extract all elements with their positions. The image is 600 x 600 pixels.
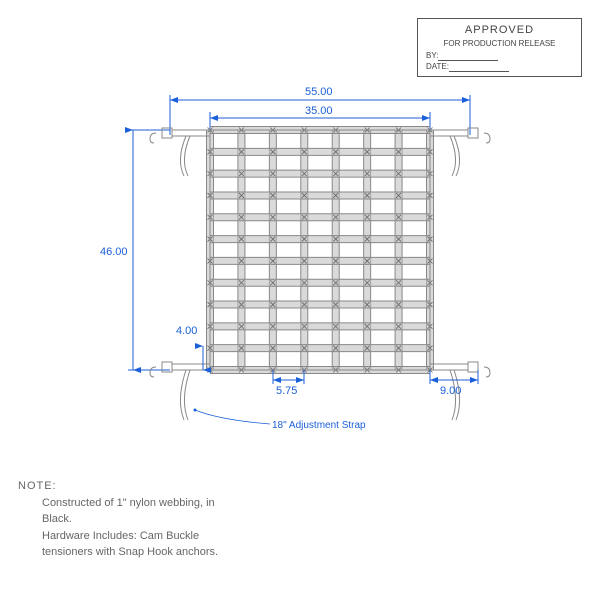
dim-height: 46.00: [100, 246, 128, 258]
dim-net-width: 35.00: [305, 105, 333, 117]
approval-by-label: BY:: [426, 51, 438, 60]
callout-dot: [194, 409, 197, 412]
dim-cell-w: 5.75: [276, 385, 297, 397]
dim-overall-width: 55.00: [305, 86, 333, 98]
technical-drawing: 55.00 35.00 46.00 4.00 5.75 9.00 18" Adj…: [100, 80, 520, 440]
dim-strap-ext: 9.00: [440, 385, 461, 397]
cargo-net-grid: [207, 127, 434, 374]
note-line: tensioners with Snap Hook anchors.: [42, 544, 218, 561]
callout-leader: [195, 410, 270, 424]
approval-stamp: APPROVED FOR PRODUCTION RELEASE BY: DATE…: [417, 18, 582, 77]
approval-date-label: DATE:: [426, 62, 449, 71]
note-line: Black.: [42, 511, 218, 528]
approval-title: APPROVED: [426, 23, 573, 38]
note-line: Constructed of 1" nylon webbing, in: [42, 495, 218, 512]
approval-date-blank: [449, 71, 509, 72]
dim-cell-h: 4.00: [176, 325, 197, 337]
note-line: Hardware Includes: Cam Buckle: [42, 528, 218, 545]
callout-adj-strap: 18" Adjustment Strap: [272, 420, 366, 431]
approval-subtitle: FOR PRODUCTION RELEASE: [426, 38, 573, 49]
drawing-svg: 55.00 35.00 46.00 4.00 5.75 9.00 18" Adj…: [100, 80, 520, 460]
note-title: NOTE:: [18, 478, 218, 495]
note-block: NOTE: Constructed of 1" nylon webbing, i…: [18, 478, 218, 561]
